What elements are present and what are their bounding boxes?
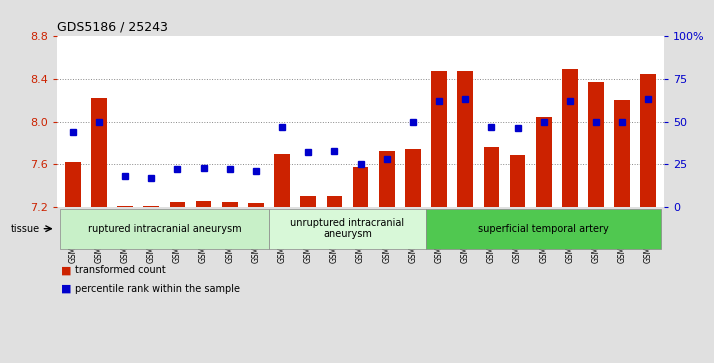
Bar <box>640 74 656 207</box>
Text: tissue: tissue <box>11 224 40 234</box>
Bar <box>405 149 421 207</box>
Bar <box>379 151 395 207</box>
Bar <box>91 98 107 207</box>
Bar <box>588 82 604 207</box>
Bar <box>326 196 342 207</box>
Text: percentile rank within the sample: percentile rank within the sample <box>75 284 240 294</box>
Text: GDS5186 / 25243: GDS5186 / 25243 <box>57 21 168 34</box>
Bar <box>144 206 159 207</box>
Bar <box>614 100 630 207</box>
Bar <box>458 72 473 207</box>
Bar <box>562 69 578 207</box>
Text: ■: ■ <box>61 265 71 276</box>
Bar <box>117 206 133 207</box>
Bar <box>536 117 551 207</box>
Bar <box>248 203 263 207</box>
Text: transformed count: transformed count <box>75 265 166 276</box>
Text: superficial temporal artery: superficial temporal artery <box>478 224 609 234</box>
Text: ruptured intracranial aneurysm: ruptured intracranial aneurysm <box>88 224 241 234</box>
Bar <box>222 201 238 207</box>
Bar <box>483 147 499 207</box>
Bar <box>431 72 447 207</box>
Bar <box>196 200 211 207</box>
Bar <box>170 201 186 207</box>
Text: ■: ■ <box>61 284 71 294</box>
Bar <box>65 162 81 207</box>
Bar <box>510 155 526 207</box>
Bar <box>301 196 316 207</box>
Bar <box>274 154 290 207</box>
Bar <box>353 167 368 207</box>
Text: unruptured intracranial
aneurysm: unruptured intracranial aneurysm <box>291 218 405 240</box>
